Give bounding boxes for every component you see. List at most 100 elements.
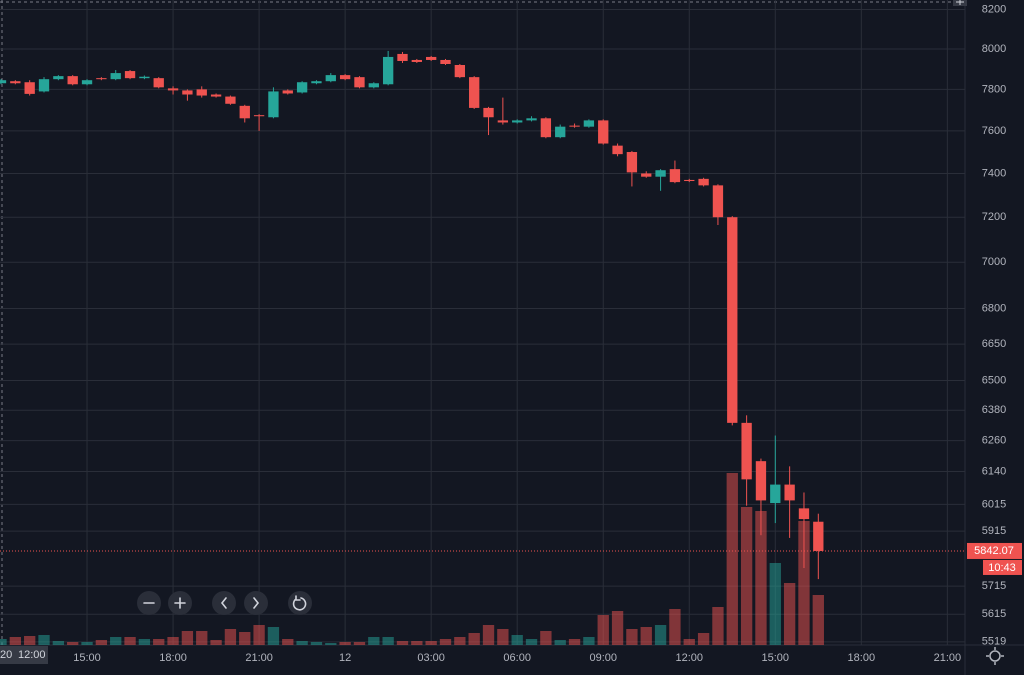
last-price-box <box>967 542 1022 559</box>
candle-body <box>0 80 7 84</box>
x-tick-label: 21:00 <box>934 652 962 664</box>
volume-bar <box>167 637 179 645</box>
candle-body <box>512 120 523 123</box>
candle-body <box>167 88 179 91</box>
candle-body <box>354 77 365 88</box>
volume-bar <box>110 637 122 645</box>
last-price-label: 5842.07 <box>974 545 1014 557</box>
candle-body <box>655 170 666 177</box>
x-tick-label: 15:00 <box>762 652 790 664</box>
volume-bar <box>597 615 609 645</box>
candle-body <box>698 178 709 186</box>
volume-bar <box>196 631 208 645</box>
y-tick-label: 6500 <box>982 374 1006 386</box>
candle-body <box>253 115 265 117</box>
candle-body <box>583 120 595 127</box>
volume-bar <box>583 637 595 645</box>
candle-body <box>311 81 322 84</box>
volume-bar <box>454 637 466 645</box>
volume-bar <box>38 635 50 645</box>
y-tick-label: 7600 <box>982 125 1006 137</box>
y-tick-label: 6650 <box>982 338 1006 350</box>
volume-bar <box>325 643 337 645</box>
zoom-out-button[interactable] <box>137 591 161 615</box>
candle-body <box>196 89 207 96</box>
x-tick-label: 09:00 <box>589 652 617 664</box>
volume-bar <box>339 642 351 645</box>
scroll-right-button[interactable] <box>244 591 268 615</box>
y-tick-label: 7200 <box>982 211 1006 223</box>
candle-body <box>712 185 724 218</box>
x-tick-label: 06:00 <box>503 652 531 664</box>
y-tick-label: 7400 <box>982 167 1006 179</box>
volume-bar <box>439 639 452 645</box>
volume-bar <box>239 632 251 645</box>
candle-body <box>727 217 738 423</box>
volume-bar <box>554 640 566 645</box>
volume-bar <box>153 639 165 645</box>
candle-body <box>296 82 308 93</box>
volume-bar <box>783 583 796 645</box>
volume-bar <box>124 637 136 645</box>
volume-bar <box>712 607 724 645</box>
candle-body <box>96 78 107 80</box>
scroll-left-button[interactable] <box>212 591 236 615</box>
volume-bar <box>568 639 581 645</box>
candle-body <box>770 484 781 504</box>
cursor-date-label: 20 <box>0 649 12 661</box>
volume-bar <box>382 637 394 645</box>
candle-body <box>411 59 422 62</box>
volume-bar <box>497 629 509 645</box>
volume-bar <box>697 633 710 645</box>
x-tick-label: 12:00 <box>675 652 703 664</box>
volume-bar <box>267 627 280 645</box>
volume-bar <box>253 625 265 645</box>
candle-body <box>784 484 795 501</box>
candle-body <box>598 120 609 144</box>
volume-bar <box>181 631 194 645</box>
settings-button[interactable] <box>986 647 1004 665</box>
volume-bar <box>683 639 695 645</box>
candle-body <box>10 81 21 84</box>
candle-body <box>397 53 408 61</box>
candle-body <box>53 76 64 80</box>
x-tick-label: 21:00 <box>245 652 273 664</box>
candle-body <box>225 96 236 104</box>
zoom-in-button[interactable] <box>168 591 192 615</box>
candle-body <box>426 56 437 60</box>
candle-body <box>153 78 164 88</box>
candle-body <box>325 75 336 82</box>
cursor-time-label: 12:00 <box>18 649 46 661</box>
candle-body <box>497 120 509 123</box>
y-tick-label: 7000 <box>982 256 1006 268</box>
candle-body <box>24 82 35 94</box>
x-tick-label: 03:00 <box>417 652 445 664</box>
candle-body <box>569 125 580 127</box>
volume-bar <box>769 563 781 645</box>
volume-bar <box>798 521 810 645</box>
volume-bar <box>67 642 79 645</box>
reset-button[interactable] <box>288 591 312 615</box>
volume-bar <box>95 640 108 645</box>
candle-body <box>210 94 222 97</box>
volume-bar <box>669 609 681 645</box>
volume-bar <box>310 642 323 645</box>
candle-body <box>124 71 136 79</box>
volume-bar <box>24 636 36 645</box>
x-tick-label: 15:00 <box>73 652 101 664</box>
volume-bar <box>740 507 753 645</box>
y-tick-label: 5519 <box>982 636 1006 648</box>
candle-body <box>368 83 379 88</box>
countdown-label: 10:43 <box>988 562 1016 574</box>
volume-bar <box>52 641 65 645</box>
add-button[interactable] <box>953 0 967 6</box>
candle-body <box>239 105 250 119</box>
y-tick-label: 5915 <box>982 525 1006 537</box>
volume-bar <box>282 639 294 645</box>
candle-body <box>182 90 193 95</box>
y-tick-label: 6260 <box>982 435 1006 447</box>
volume-bar <box>411 641 423 645</box>
candle-body <box>454 64 466 78</box>
